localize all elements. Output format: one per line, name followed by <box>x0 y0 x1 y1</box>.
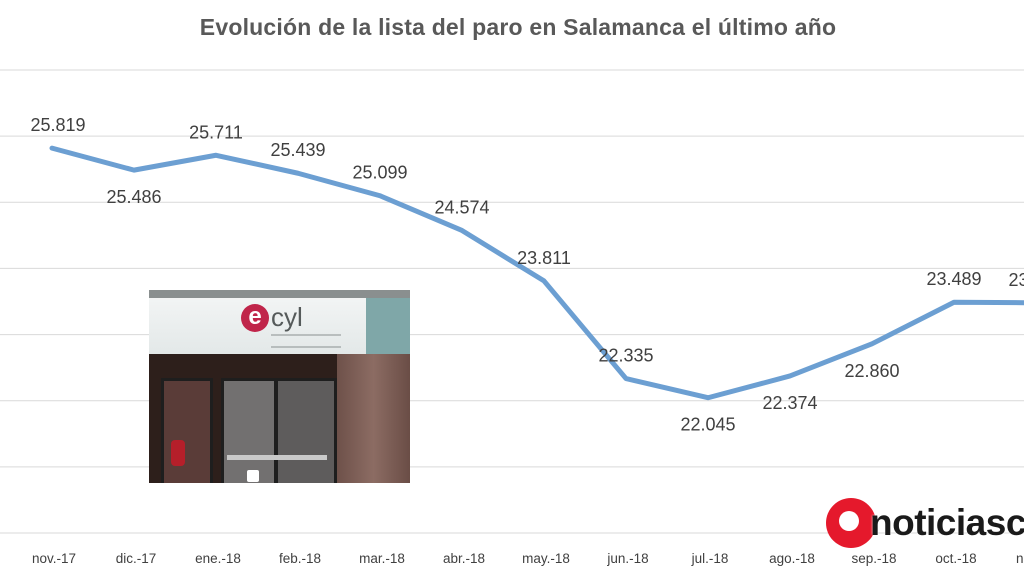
data-label: 25.486 <box>106 187 161 207</box>
data-label: 22.045 <box>680 415 735 435</box>
data-label: 23.480 <box>1008 270 1024 290</box>
data-label: 22.374 <box>762 393 817 413</box>
noticiascyl-watermark: noticiascyl <box>826 498 1024 554</box>
x-tick-label: nov.-17 <box>32 551 76 566</box>
x-tick-label: ago.-18 <box>769 551 815 566</box>
x-tick-label: jul.-18 <box>691 551 729 566</box>
x-tick-label: dic.-17 <box>116 551 157 566</box>
data-label: 25.819 <box>30 115 85 135</box>
data-label: 23.811 <box>517 248 571 268</box>
x-tick-label: feb.-18 <box>279 551 321 566</box>
x-tick-label: oct.-18 <box>935 551 976 566</box>
x-tick-label: abr.-18 <box>443 551 485 566</box>
ecyl-logo-text: cyl <box>271 302 303 332</box>
data-labels: 25.819 25.486 25.711 25.439 25.099 24.574 23.8… <box>30 115 1024 435</box>
door-handle-bar <box>227 455 327 460</box>
chart-title: Evolución de la lista del paro en Salama… <box>199 14 837 40</box>
noticiascyl-logo-text: noticiascyl <box>870 502 1024 543</box>
data-label: 22.860 <box>844 361 899 381</box>
stone-pillar <box>337 354 410 483</box>
sign-frame <box>149 290 410 298</box>
ecyl-office-photo: e cyl <box>149 290 410 483</box>
data-label: 25.711 <box>189 122 243 142</box>
x-tick-label: jun.-18 <box>606 551 648 566</box>
red-figure <box>171 440 185 466</box>
data-label: 25.099 <box>352 163 407 183</box>
data-label: 23.489 <box>926 269 981 289</box>
x-tick-label: sep.-18 <box>851 551 896 566</box>
data-label: 25.439 <box>270 140 325 160</box>
x-tick-label: mar.-18 <box>359 551 405 566</box>
window-reflection <box>366 298 410 354</box>
x-axis-ticks: nov.-17 dic.-17 ene.-18 feb.-18 mar.-18 abr.-… <box>32 551 1024 566</box>
ecyl-logo-subtitle <box>271 334 341 348</box>
noticiascyl-logo-icon <box>826 498 876 548</box>
data-label: 24.574 <box>434 197 489 217</box>
door-left <box>161 378 213 483</box>
series-line <box>49 145 1024 401</box>
x-tick-label: nov.-18 <box>1016 551 1024 566</box>
x-tick-label: ene.-18 <box>195 551 241 566</box>
door-center <box>221 378 277 483</box>
ecyl-logo-mark: e <box>241 304 269 332</box>
door-sticker <box>247 470 259 482</box>
data-label: 22.335 <box>598 346 653 366</box>
door-right <box>275 378 337 483</box>
x-tick-label: may.-18 <box>522 551 570 566</box>
